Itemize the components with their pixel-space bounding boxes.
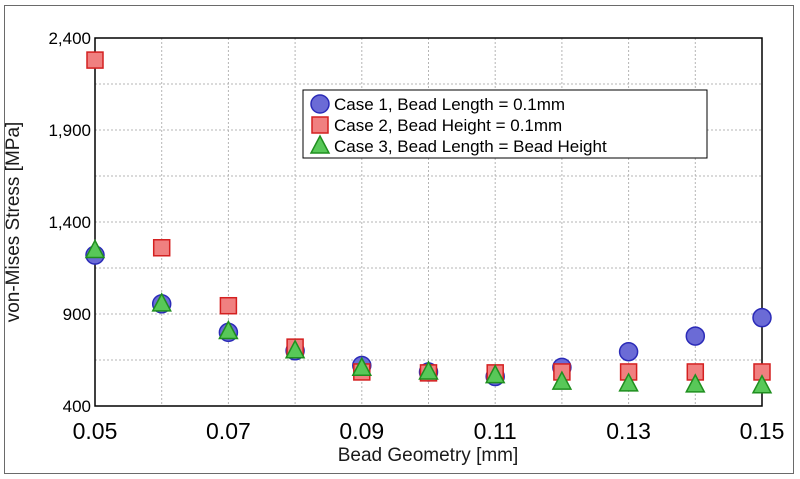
triangle-marker-case-3 bbox=[418, 360, 439, 380]
x-tick-label: 0.09 bbox=[339, 418, 384, 444]
legend-label-case-1: Case 1, Bead Length = 0.1mm bbox=[334, 95, 565, 114]
x-tick-label: 0.05 bbox=[73, 418, 118, 444]
x-tick-label: 0.15 bbox=[740, 418, 785, 444]
chart-frame bbox=[4, 5, 794, 474]
circle-marker-case-1 bbox=[685, 326, 706, 346]
triangle-marker-case-3 bbox=[685, 373, 706, 393]
square-marker-case-2 bbox=[152, 239, 171, 257]
triangle-marker-case-3 bbox=[751, 374, 773, 394]
triangle-marker-case-3 bbox=[284, 339, 306, 359]
x-axis-label: Bead Geometry [mm] bbox=[338, 445, 519, 466]
x-tick-label: 0.11 bbox=[474, 418, 517, 444]
plot-border bbox=[94, 37, 763, 407]
square-marker-case-2 bbox=[219, 296, 238, 315]
series-3 bbox=[84, 238, 773, 394]
triangle-marker-case-3 bbox=[84, 238, 106, 259]
x-tick-label: 0.13 bbox=[606, 418, 651, 444]
circle-marker-case-1 bbox=[752, 307, 772, 328]
triangle-marker-case-3 bbox=[218, 319, 239, 340]
y-tick-label: 900 bbox=[63, 305, 91, 324]
legend-marker-case-3 bbox=[309, 134, 331, 154]
legend-box bbox=[302, 89, 708, 159]
y-axis-label: von-Mises Stress [MPa] bbox=[3, 122, 24, 323]
y-tick-label: 400 bbox=[63, 397, 91, 416]
square-marker-case-2 bbox=[86, 51, 104, 69]
y-tick-label: 1,900 bbox=[48, 121, 91, 140]
y-tick-label: 2,400 bbox=[48, 29, 91, 48]
x-tick-labels: 0.05 0.07 0.09 0.11 0.13 0.15 bbox=[73, 418, 785, 444]
circle-marker-case-1 bbox=[618, 341, 639, 362]
triangle-marker-case-3 bbox=[351, 356, 373, 377]
legend: Case 1, Bead Length = 0.1mm Case 2, Bead … bbox=[302, 89, 708, 159]
legend-marker-case-2 bbox=[311, 116, 329, 134]
triangle-marker-case-3 bbox=[618, 372, 639, 392]
y-tick-labels: 400 900 1,400 1,900 2,400 bbox=[48, 29, 91, 416]
grid-lines bbox=[95, 38, 762, 406]
data-points bbox=[84, 51, 773, 394]
triangle-marker-case-3 bbox=[151, 292, 172, 312]
legend-label-case-3: Case 3, Bead Length = Bead Height bbox=[334, 137, 607, 156]
triangle-marker-case-3 bbox=[484, 364, 506, 384]
legend-marker-case-1 bbox=[310, 94, 330, 114]
x-tick-label: 0.07 bbox=[206, 418, 251, 444]
y-tick-label: 1,400 bbox=[48, 213, 91, 232]
triangle-marker-case-3 bbox=[551, 370, 573, 390]
legend-label-case-2: Case 2, Bead Height = 0.1mm bbox=[334, 116, 562, 135]
